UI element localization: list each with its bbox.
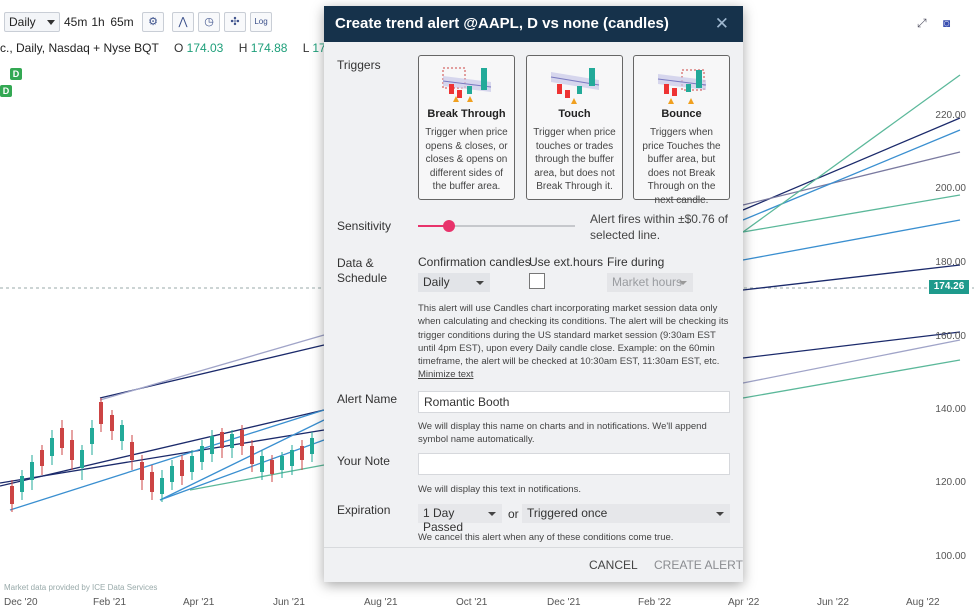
symbol-name: c., Daily, Nasdaq + Nyse BQT [0,41,159,55]
schedule-info: This alert will use Candles chart incorp… [418,302,730,382]
chevron-down-icon [488,512,496,516]
sensitivity-text: Alert fires within ±$0.76 of selected li… [590,212,728,242]
expiration-condition-value: Triggered once [527,506,608,520]
fire-during-label: Fire during [607,255,665,269]
dialog-footer: CANCEL CREATE ALERT [324,547,743,582]
interval-1h-button[interactable]: 1h [91,15,105,29]
ext-hours-checkbox[interactable] [529,273,545,289]
price-axis-label: 180.00 [935,257,966,268]
expiration-label: Expiration [337,503,391,517]
fire-during-value: Market hours [612,275,683,289]
alert-name-help: We will display this name on charts and … [418,421,707,446]
trigger-desc: Triggers when price Touches the buffer a… [642,127,721,206]
schedule-info-text: This alert will use Candles chart incorp… [418,303,729,368]
interval-select[interactable]: Daily [4,12,60,32]
cancel-button[interactable]: CANCEL [589,558,638,572]
slider-fill [418,225,449,227]
time-axis-label: Dec '21 [547,597,581,608]
time-axis-label: Feb '22 [638,597,672,608]
sensitivity-label: Sensitivity [337,219,392,233]
expiration-select[interactable]: 1 Day Passed [418,504,502,534]
dialog-title: Create trend alert @AAPL, D vs none (can… [335,15,669,32]
fire-during-select[interactable]: Market hours [607,273,693,292]
expand-icon[interactable]: ⤢ [917,16,927,30]
chevron-down-icon [47,20,55,25]
close-icon[interactable]: ✕ [714,14,729,33]
minimize-text-link[interactable]: Minimize text [418,369,474,381]
price-axis-label: 100.00 [935,551,966,562]
data-schedule-label: Data & Schedule [337,256,388,285]
trigger-touch[interactable]: Touch Trigger when price touches or trad… [526,55,623,200]
clock-icon[interactable]: ◷ [198,12,220,32]
camera-icon[interactable]: ◙ [943,16,951,30]
trigger-title: Bounce [661,108,702,120]
time-axis-label: Jun '21 [273,597,305,608]
open-label: O [173,41,184,55]
slider-handle[interactable] [443,220,455,232]
interval-65m-button[interactable]: 65m [110,15,134,29]
price-axis-label: 140.00 [935,404,966,415]
chevron-down-icon [716,512,724,516]
alert-name-label: Alert Name [337,392,398,406]
drawing-badge[interactable]: D [0,85,12,97]
time-axis-label: Aug '21 [364,597,398,608]
time-axis-label: Aug '22 [906,597,940,608]
confirmation-candles-value: Daily [423,275,450,289]
low-label: L [302,41,309,55]
expiration-help: We cancel this alert when any of these c… [418,532,674,543]
break-through-icon [442,67,492,102]
trigger-desc: Trigger when price touches or trades thr… [533,127,616,192]
price-axis-label: 200.00 [935,183,966,194]
data-credit: Market data provided by ICE Data Service… [4,583,158,592]
high-value: 174.88 [250,41,288,55]
trigger-desc: Trigger when price opens & closes, or cl… [425,127,508,192]
log-scale-button[interactable]: Log [250,12,272,32]
touch-icon [550,68,600,104]
expiration-value: 1 Day Passed [423,506,464,534]
price-axis-label: 120.00 [935,477,966,488]
bounce-icon [657,69,707,104]
last-price-tag: 174.26 [929,280,969,294]
expiration-condition-select[interactable]: Triggered once [522,504,730,523]
chevron-down-icon [476,281,484,285]
high-label: H [238,41,248,55]
crosshair-icon[interactable]: ✣ [224,12,246,32]
or-label: or [508,507,519,521]
time-axis-label: Oct '21 [456,597,488,608]
time-axis-label: Jun '22 [817,597,849,608]
triggers-label: Triggers [337,58,381,72]
interval-45m-button[interactable]: 45m [64,15,88,29]
trigger-break-through[interactable]: Break Through Trigger when price opens &… [418,55,515,200]
create-alert-button[interactable]: CREATE ALERT [654,558,743,572]
trend-alert-dialog: Create trend alert @AAPL, D vs none (can… [324,6,743,582]
price-axis-label: 160.00 [935,331,966,342]
drawing-badge[interactable]: D [10,68,22,80]
trigger-bounce[interactable]: Bounce Triggers when price Touches the b… [633,55,730,206]
time-axis-label: Apr '22 [728,597,760,608]
time-axis-label: Dec '20 [4,597,38,608]
price-axis-label: 220.00 [935,110,966,121]
open-value: 174.03 [186,41,224,55]
dialog-header: Create trend alert @AAPL, D vs none (can… [324,6,743,42]
note-input[interactable] [418,453,730,475]
chevron-down-icon [679,281,687,285]
trigger-title: Break Through [427,108,506,120]
indicator-icon[interactable]: ⋀ [172,12,194,32]
interval-select-value: Daily [9,15,36,29]
ext-hours-label: Use ext.hours [529,255,604,269]
confirmation-candles-label: Confirmation candles [418,255,531,269]
time-axis-label: Apr '21 [183,597,215,608]
trigger-title: Touch [558,108,591,120]
note-label: Your Note [337,454,390,468]
gear-icon[interactable]: ⚙ [142,12,164,32]
time-axis-label: Feb '21 [93,597,127,608]
note-help: We will display this text in notificatio… [418,484,581,495]
sensitivity-slider[interactable] [418,220,575,232]
alert-name-input[interactable] [418,391,730,413]
confirmation-candles-select[interactable]: Daily [418,273,490,292]
